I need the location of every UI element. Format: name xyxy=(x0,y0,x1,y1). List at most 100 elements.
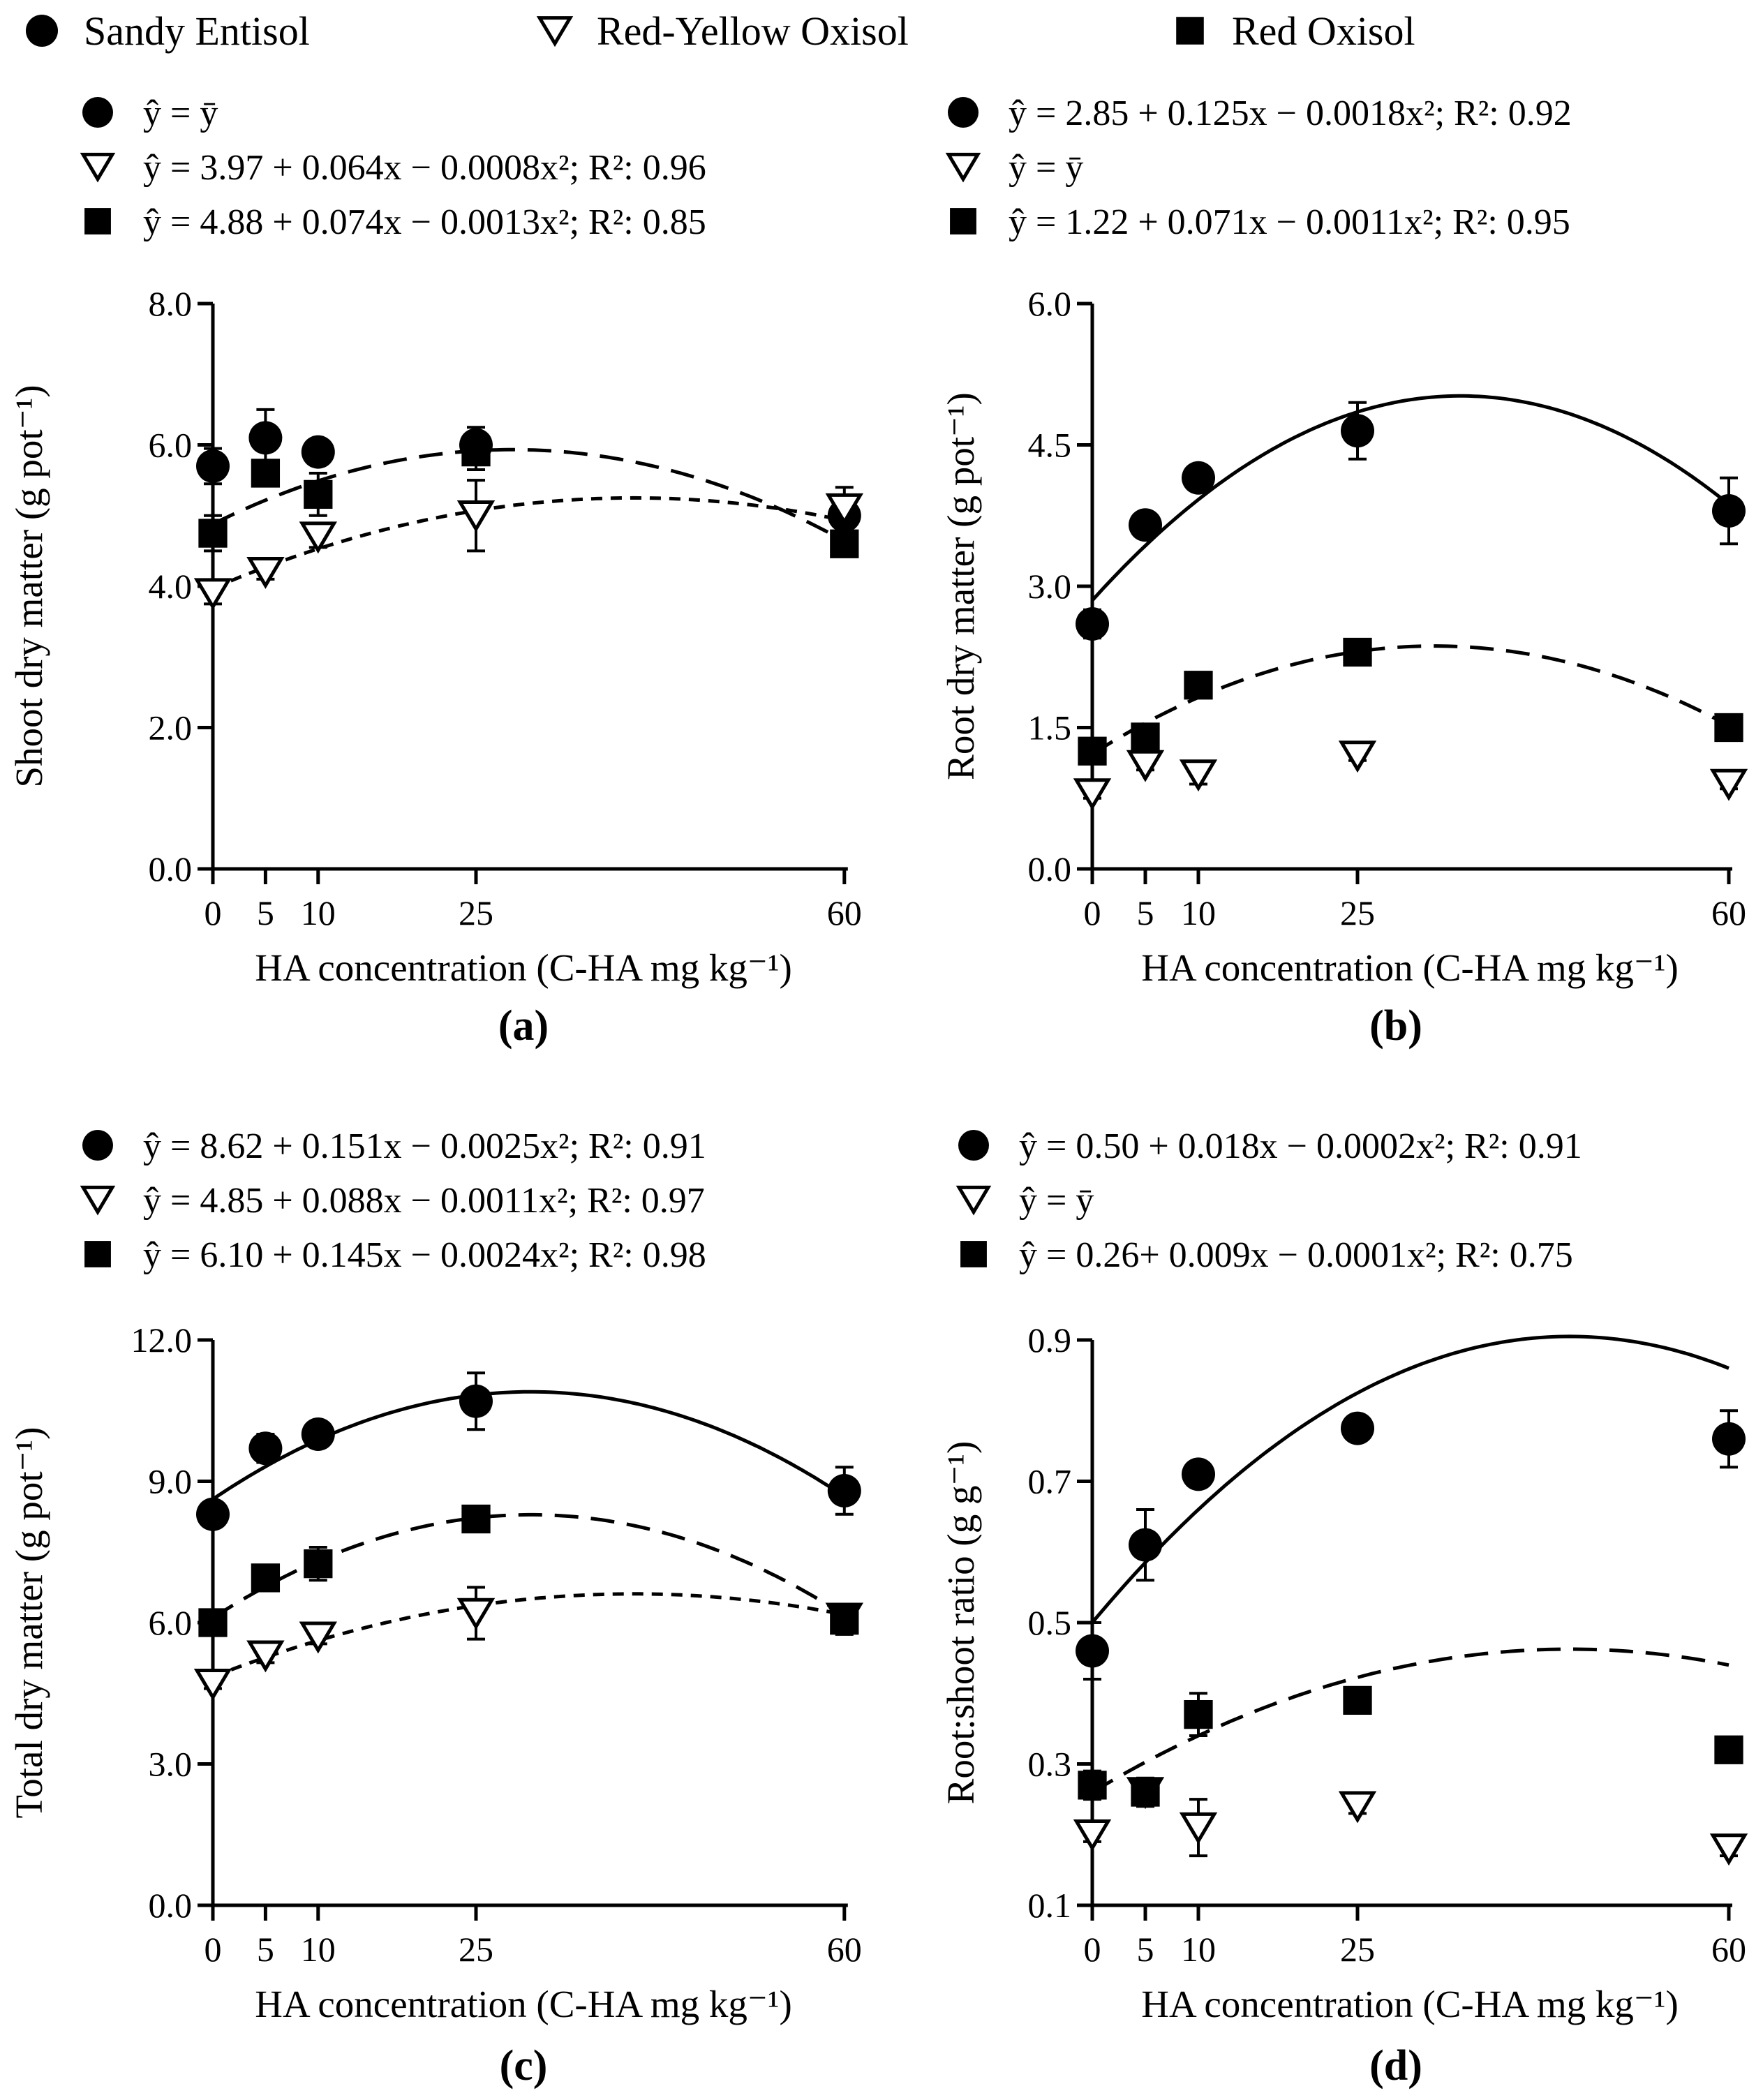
data-point-triangle xyxy=(246,1640,285,1673)
equation-entry: ŷ = 8.62 + 0.151x − 0.0025x²; R²: 0.91 xyxy=(82,1126,706,1166)
equation-entry: ŷ = 2.85 + 0.125x − 0.0018x²; R²: 0.92 xyxy=(948,94,1572,133)
x-tick-label: 10 xyxy=(1181,893,1216,932)
data-point-square xyxy=(1714,1735,1743,1764)
data-point-circle xyxy=(301,435,335,469)
y-tick-label: 2.0 xyxy=(149,708,193,747)
data-point-square xyxy=(251,459,281,488)
y-tick-label: 0.5 xyxy=(1028,1603,1072,1642)
series-square xyxy=(1078,1685,1743,1808)
series-circle xyxy=(196,1371,861,1531)
x-tick-label: 60 xyxy=(827,1930,862,1969)
x-tick-label: 60 xyxy=(1711,893,1746,932)
equation-marker-circle xyxy=(82,1130,113,1161)
x-axis-title: HA concentration (C-HA mg kg⁻¹) xyxy=(1141,1983,1679,2025)
data-point-circle xyxy=(1712,494,1746,528)
data-point-square xyxy=(1184,1699,1213,1729)
y-tick-label: 0.1 xyxy=(1028,1886,1072,1925)
data-point-circle xyxy=(1076,1634,1109,1668)
equation-marker-triangle xyxy=(80,152,116,183)
x-tick-label: 5 xyxy=(257,893,274,932)
data-point-square xyxy=(304,1549,333,1579)
data-point-circle xyxy=(196,449,230,483)
y-tick-label: 6.0 xyxy=(149,426,193,465)
data-point-square xyxy=(1343,637,1372,667)
series-square xyxy=(1078,637,1743,766)
fit-curve-triangle xyxy=(212,1592,845,1678)
y-tick-label: 8.0 xyxy=(149,284,193,323)
series-triangle xyxy=(193,479,863,611)
fit-curve-circle xyxy=(1091,394,1730,602)
data-point-square xyxy=(461,437,491,467)
x-tick-label: 0 xyxy=(1084,1930,1101,1969)
equation-text: ŷ = 1.22 + 0.071x − 0.0011x²; R²: 0.95 xyxy=(1009,202,1570,242)
data-point-square xyxy=(461,1504,491,1534)
data-point-square xyxy=(1343,1685,1372,1715)
x-tick-label: 60 xyxy=(827,893,862,932)
series-triangle xyxy=(1073,740,1748,811)
data-point-triangle xyxy=(456,1598,496,1630)
x-tick-label: 5 xyxy=(1137,1930,1154,1969)
x-tick-label: 60 xyxy=(1711,1930,1746,1969)
equation-marker-circle xyxy=(82,97,113,128)
data-point-circle xyxy=(1182,461,1215,495)
equation-marker-square xyxy=(84,208,111,234)
legend-marker-circle xyxy=(26,15,58,47)
equation-entry: ŷ = 4.88 + 0.074x − 0.0013x²; R²: 0.85 xyxy=(84,202,706,242)
y-tick-label: 0.9 xyxy=(1028,1320,1072,1360)
y-tick-label: 0.3 xyxy=(1028,1745,1072,1784)
data-point-circle xyxy=(301,1417,335,1451)
data-point-circle xyxy=(1076,607,1109,641)
data-point-triangle xyxy=(825,493,863,526)
y-axis-title: Root:shoot ratio (g g⁻¹) xyxy=(939,1441,982,1805)
axes: 0.0 3.0 6.0 9.0 12.0 0 5 10 25 60 xyxy=(131,1320,862,1969)
equation-marker-circle xyxy=(958,1130,989,1161)
data-point-circle xyxy=(248,421,283,455)
axes: 0.0 2.0 4.0 6.0 8.0 0 5 10 25 60 xyxy=(149,284,862,932)
y-tick-label: 4.0 xyxy=(149,567,193,606)
x-tick-label: 5 xyxy=(1137,893,1154,932)
x-axis-title: HA concentration (C-HA mg kg⁻¹) xyxy=(1141,946,1679,989)
equation-text: ŷ = ȳ xyxy=(1019,1181,1094,1221)
data-point-square xyxy=(830,529,859,558)
data-point-triangle xyxy=(456,500,496,533)
axes: 0.1 0.3 0.5 0.7 0.9 0 5 10 25 60 xyxy=(1028,1320,1747,1969)
legend-label: Sandy Entisol xyxy=(84,8,310,54)
fit-curve-square xyxy=(1091,644,1730,756)
legend-label: Red-Yellow Oxisol xyxy=(597,8,909,54)
legend-label: Red Oxisol xyxy=(1232,8,1415,54)
fit-curve-triangle xyxy=(212,496,845,590)
y-axis-title: Total dry matter (g pot⁻¹) xyxy=(8,1427,50,1819)
fit-curve-circle xyxy=(1091,1334,1729,1624)
equation-text: ŷ = 4.85 + 0.088x − 0.0011x²; R²: 0.97 xyxy=(143,1181,705,1221)
x-axis-title: HA concentration (C-HA mg kg⁻¹) xyxy=(255,1983,792,2025)
legend-entry: Red-Yellow Oxisol xyxy=(536,8,909,54)
equation-entry: ŷ = 0.26+ 0.009x − 0.0001x²; R²: 0.75 xyxy=(960,1235,1573,1275)
panel-label: (c) xyxy=(500,2042,548,2090)
data-point-circle xyxy=(1712,1422,1746,1456)
data-point-square xyxy=(1184,671,1213,700)
equation-entry: ŷ = 1.22 + 0.071x − 0.0011x²; R²: 0.95 xyxy=(950,202,1570,242)
y-tick-label: 3.0 xyxy=(1028,567,1072,606)
equation-marker-square xyxy=(84,1241,111,1267)
y-tick-label: 6.0 xyxy=(1028,284,1072,323)
equation-entry: ŷ = ȳ xyxy=(82,94,218,133)
series-circle xyxy=(1076,1409,1746,1681)
data-point-triangle xyxy=(1073,778,1112,811)
legend-entry: Sandy Entisol xyxy=(26,8,310,54)
x-tick-label: 25 xyxy=(1340,893,1375,932)
data-point-triangle xyxy=(1179,759,1218,792)
equation-entry: ŷ = 6.10 + 0.145x − 0.0024x²; R²: 0.98 xyxy=(84,1235,706,1275)
legend-marker-square xyxy=(1176,17,1204,45)
x-tick-label: 0 xyxy=(204,1930,222,1969)
data-point-square xyxy=(1131,1778,1160,1807)
equation-marker-triangle xyxy=(80,1185,116,1216)
series-triangle xyxy=(193,1586,863,1701)
y-axis-title: Shoot dry matter (g pot⁻¹) xyxy=(8,385,50,787)
equation-text: ŷ = 3.97 + 0.064x − 0.0008x²; R²: 0.96 xyxy=(143,148,706,188)
equation-text: ŷ = 4.88 + 0.074x − 0.0013x²; R²: 0.85 xyxy=(143,202,706,242)
y-tick-label: 0.7 xyxy=(1028,1462,1072,1501)
data-point-triangle xyxy=(1709,768,1748,801)
data-point-square xyxy=(198,519,228,548)
data-point-triangle xyxy=(1126,750,1165,782)
x-tick-label: 10 xyxy=(1181,1930,1216,1969)
